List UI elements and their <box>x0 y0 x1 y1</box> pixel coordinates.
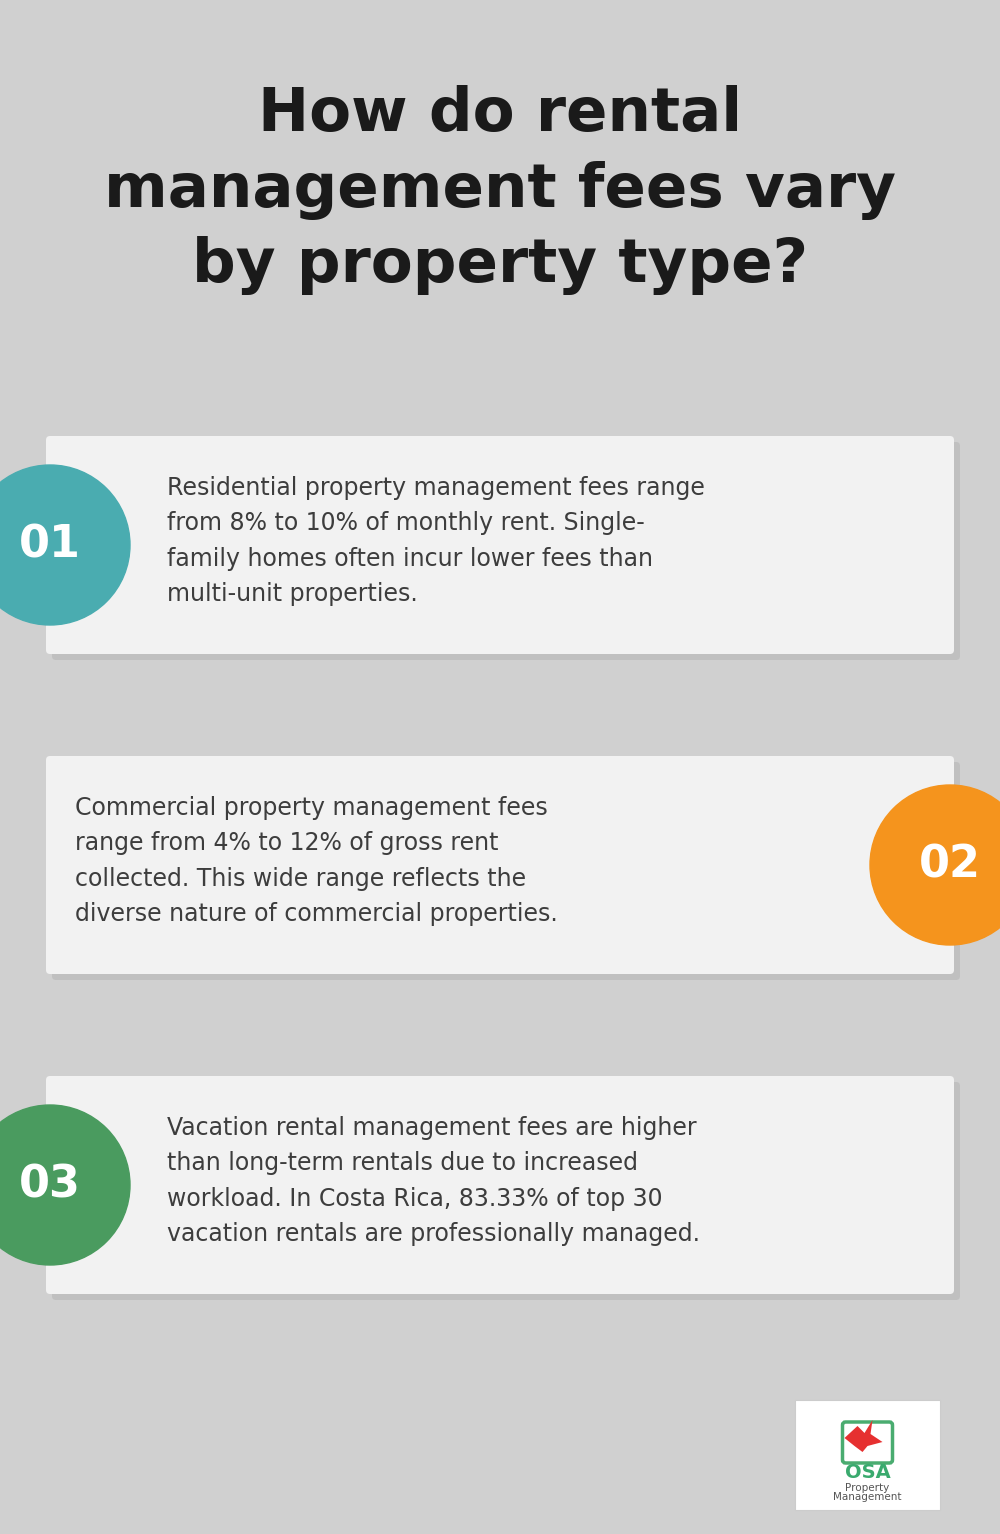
FancyBboxPatch shape <box>52 1081 960 1299</box>
FancyBboxPatch shape <box>46 756 954 974</box>
Text: Commercial property management fees
range from 4% to 12% of gross rent
collected: Commercial property management fees rang… <box>75 796 558 927</box>
FancyBboxPatch shape <box>52 442 960 660</box>
Circle shape <box>870 785 1000 945</box>
Text: 01: 01 <box>19 523 81 566</box>
FancyBboxPatch shape <box>52 762 960 980</box>
FancyBboxPatch shape <box>46 436 954 653</box>
Circle shape <box>0 1104 130 1266</box>
Text: Vacation rental management fees are higher
than long-term rentals due to increas: Vacation rental management fees are high… <box>167 1115 700 1246</box>
FancyBboxPatch shape <box>795 1401 940 1509</box>
Polygon shape <box>844 1420 883 1453</box>
Text: Property: Property <box>845 1483 890 1493</box>
Text: 02: 02 <box>919 844 981 887</box>
FancyBboxPatch shape <box>46 1075 954 1295</box>
Circle shape <box>0 465 130 624</box>
Text: Residential property management fees range
from 8% to 10% of monthly rent. Singl: Residential property management fees ran… <box>167 476 705 606</box>
Text: OSA: OSA <box>845 1462 890 1482</box>
Text: How do rental
management fees vary
by property type?: How do rental management fees vary by pr… <box>104 86 896 295</box>
Text: 03: 03 <box>19 1163 81 1207</box>
Text: Management: Management <box>833 1493 902 1502</box>
